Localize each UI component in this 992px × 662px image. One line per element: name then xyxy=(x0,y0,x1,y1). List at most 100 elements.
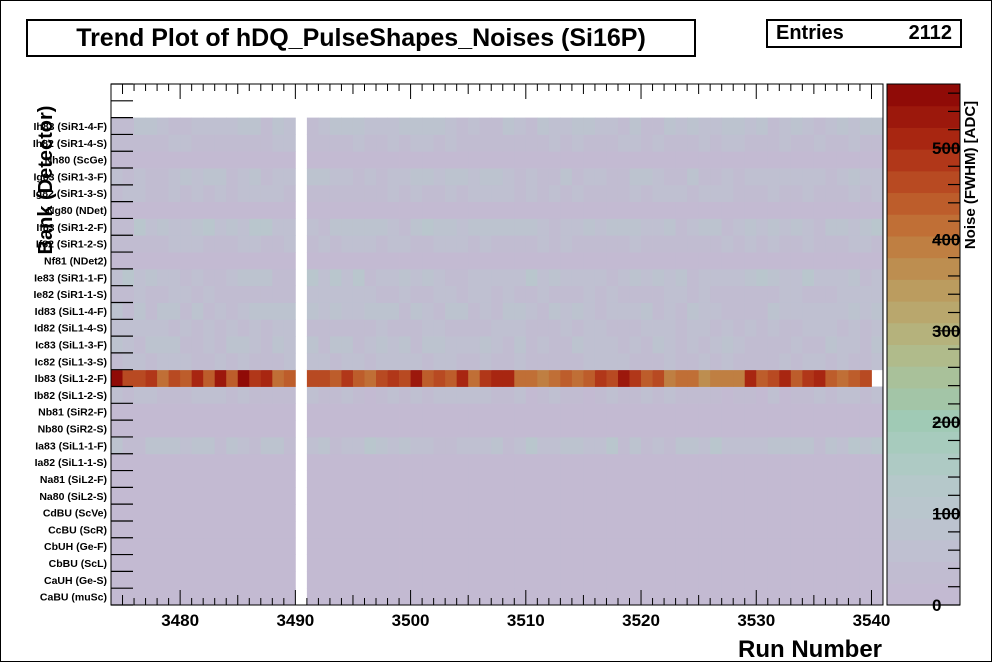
heatmap-cell xyxy=(606,504,619,522)
heatmap-cell xyxy=(352,319,365,337)
heatmap-cell xyxy=(848,151,861,169)
heatmap-cell xyxy=(836,201,849,219)
heatmap-cell xyxy=(445,420,458,438)
heatmap-cell xyxy=(249,571,262,589)
heatmap-cell xyxy=(237,352,250,371)
heatmap-cell xyxy=(376,352,388,371)
heatmap-cell xyxy=(560,252,573,270)
heatmap-cell xyxy=(226,453,239,471)
heatmap-cell xyxy=(675,403,688,421)
heatmap-cell xyxy=(675,218,688,236)
heatmap-cell xyxy=(733,252,746,270)
heatmap-cell xyxy=(422,386,435,404)
heatmap-cell xyxy=(652,453,665,471)
heatmap-cell xyxy=(756,235,769,253)
heatmap-cell xyxy=(376,369,388,387)
heatmap-cell xyxy=(203,117,216,135)
heatmap-cell xyxy=(744,235,757,253)
heatmap-cell xyxy=(479,571,492,589)
heatmap-cell xyxy=(514,302,527,320)
y-tick-label: If82 (SiR1-2-S) xyxy=(36,239,107,251)
heatmap-cell xyxy=(214,554,227,572)
heatmap-cell xyxy=(744,420,757,438)
heatmap-cell xyxy=(848,319,861,337)
heatmap-cell xyxy=(168,352,181,371)
heatmap-cell xyxy=(560,504,573,522)
heatmap-cell xyxy=(687,319,700,337)
heatmap-cell xyxy=(571,319,584,337)
heatmap-cell xyxy=(721,134,734,152)
heatmap-cell xyxy=(583,470,596,488)
heatmap-cell xyxy=(756,453,769,471)
heatmap-cell xyxy=(583,168,596,186)
heatmap-cell xyxy=(203,201,216,219)
heatmap-cell xyxy=(871,436,884,455)
heatmap-cell xyxy=(491,554,504,572)
heatmap-cell xyxy=(387,319,400,337)
heatmap-cell xyxy=(341,520,354,539)
heatmap-cell xyxy=(802,571,815,589)
heatmap-cell xyxy=(767,285,780,303)
heatmap-cell xyxy=(687,184,700,203)
heatmap-cell xyxy=(617,134,630,152)
heatmap-cell xyxy=(675,117,688,135)
heatmap-cell xyxy=(214,352,227,371)
heatmap-cell xyxy=(122,134,135,152)
heatmap-cell xyxy=(410,537,423,555)
heatmap-cell xyxy=(249,151,262,169)
heatmap-cell xyxy=(779,403,792,421)
heatmap-cell xyxy=(698,151,711,169)
heatmap-cell xyxy=(272,117,285,135)
heatmap-cell xyxy=(548,470,561,488)
heatmap-cell xyxy=(848,504,861,522)
heatmap-cell xyxy=(168,168,181,186)
heatmap-cell xyxy=(664,336,676,354)
heatmap-cell xyxy=(341,218,354,236)
heatmap-cell xyxy=(571,571,584,589)
heatmap-cell xyxy=(283,285,296,303)
heatmap-cell xyxy=(514,268,527,287)
heatmap-cell xyxy=(306,268,319,287)
heatmap-cell xyxy=(571,504,584,522)
heatmap-cell xyxy=(329,336,342,354)
heatmap-cell xyxy=(249,285,262,303)
heatmap-cell xyxy=(871,168,884,186)
heatmap-cell xyxy=(272,252,285,270)
heatmap-cell xyxy=(157,537,170,555)
heatmap-cell xyxy=(283,436,296,455)
heatmap-cell xyxy=(525,470,538,488)
heatmap-cell xyxy=(813,554,826,572)
heatmap-cell xyxy=(825,134,838,152)
heatmap-cell xyxy=(836,453,849,471)
heatmap-cell xyxy=(376,554,388,572)
heatmap-cell xyxy=(376,252,388,270)
heatmap-cell xyxy=(341,302,354,320)
heatmap-cell xyxy=(111,487,123,505)
heatmap-cell xyxy=(157,571,170,589)
heatmap-cell xyxy=(191,554,204,572)
heatmap-cell xyxy=(237,554,250,572)
heatmap-cell xyxy=(376,504,388,522)
heatmap-cell xyxy=(134,403,146,421)
heatmap-cell xyxy=(260,420,273,438)
heatmap-cell xyxy=(134,302,146,320)
heatmap-cell xyxy=(191,336,204,354)
heatmap-cell xyxy=(779,151,792,169)
heatmap-cell xyxy=(606,420,619,438)
heatmap-cell xyxy=(168,436,181,455)
heatmap-cell xyxy=(329,554,342,572)
heatmap-cell xyxy=(318,336,331,354)
heatmap-cell xyxy=(214,487,227,505)
heatmap-cell xyxy=(836,504,849,522)
heatmap-cell xyxy=(168,537,181,555)
heatmap-cell xyxy=(422,184,435,203)
heatmap-cell xyxy=(802,520,815,539)
heatmap-cell xyxy=(756,319,769,337)
heatmap-cell xyxy=(214,369,227,387)
heatmap-cell xyxy=(283,554,296,572)
heatmap-cell xyxy=(583,537,596,555)
heatmap-cell xyxy=(422,588,435,606)
heatmap-cell xyxy=(537,470,550,488)
heatmap-cell xyxy=(491,504,504,522)
color-bar-segment xyxy=(887,105,960,128)
